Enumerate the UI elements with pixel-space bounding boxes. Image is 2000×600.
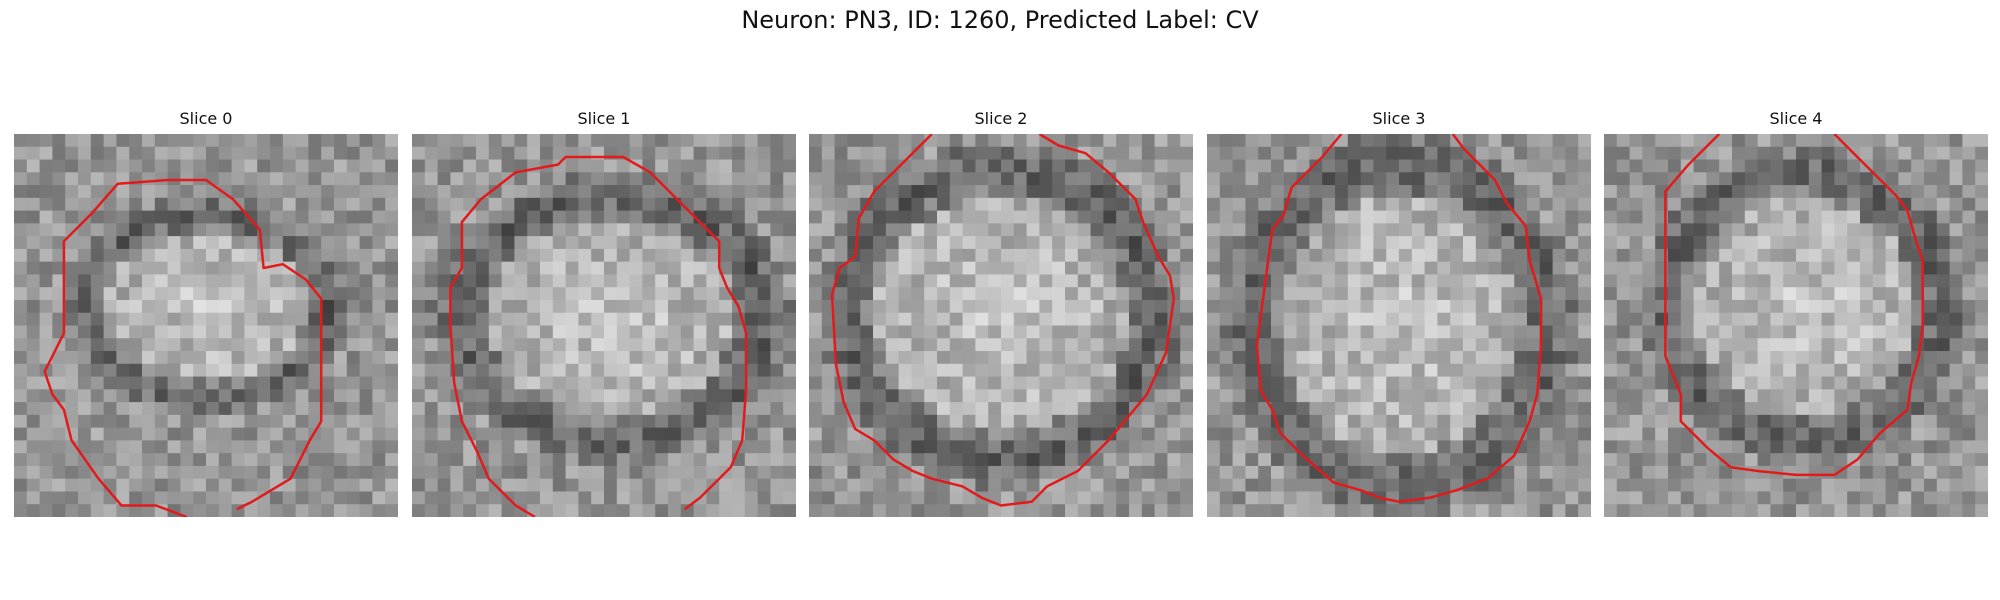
- slice-2-image: [809, 134, 1193, 517]
- slice-2-title: Slice 2: [974, 109, 1028, 128]
- slice-0-contour: [43, 178, 323, 517]
- slice-4-title: Slice 4: [1769, 109, 1823, 128]
- figure-title: Neuron: PN3, ID: 1260, Predicted Label: …: [741, 6, 1259, 34]
- slice-1-contour: [449, 155, 748, 517]
- slice-2-contour: [830, 134, 1176, 507]
- slice-3-contour: [1255, 134, 1543, 503]
- slice-0-image: [14, 134, 398, 517]
- slice-1-image: [412, 134, 796, 517]
- slice-0-title: Slice 0: [179, 109, 233, 128]
- slice-1-title: Slice 1: [577, 109, 631, 128]
- slice-4-image: [1604, 134, 1988, 517]
- slice-3-title: Slice 3: [1372, 109, 1426, 128]
- slice-4-contour: [1664, 134, 1924, 477]
- slice-3-image: [1207, 134, 1591, 517]
